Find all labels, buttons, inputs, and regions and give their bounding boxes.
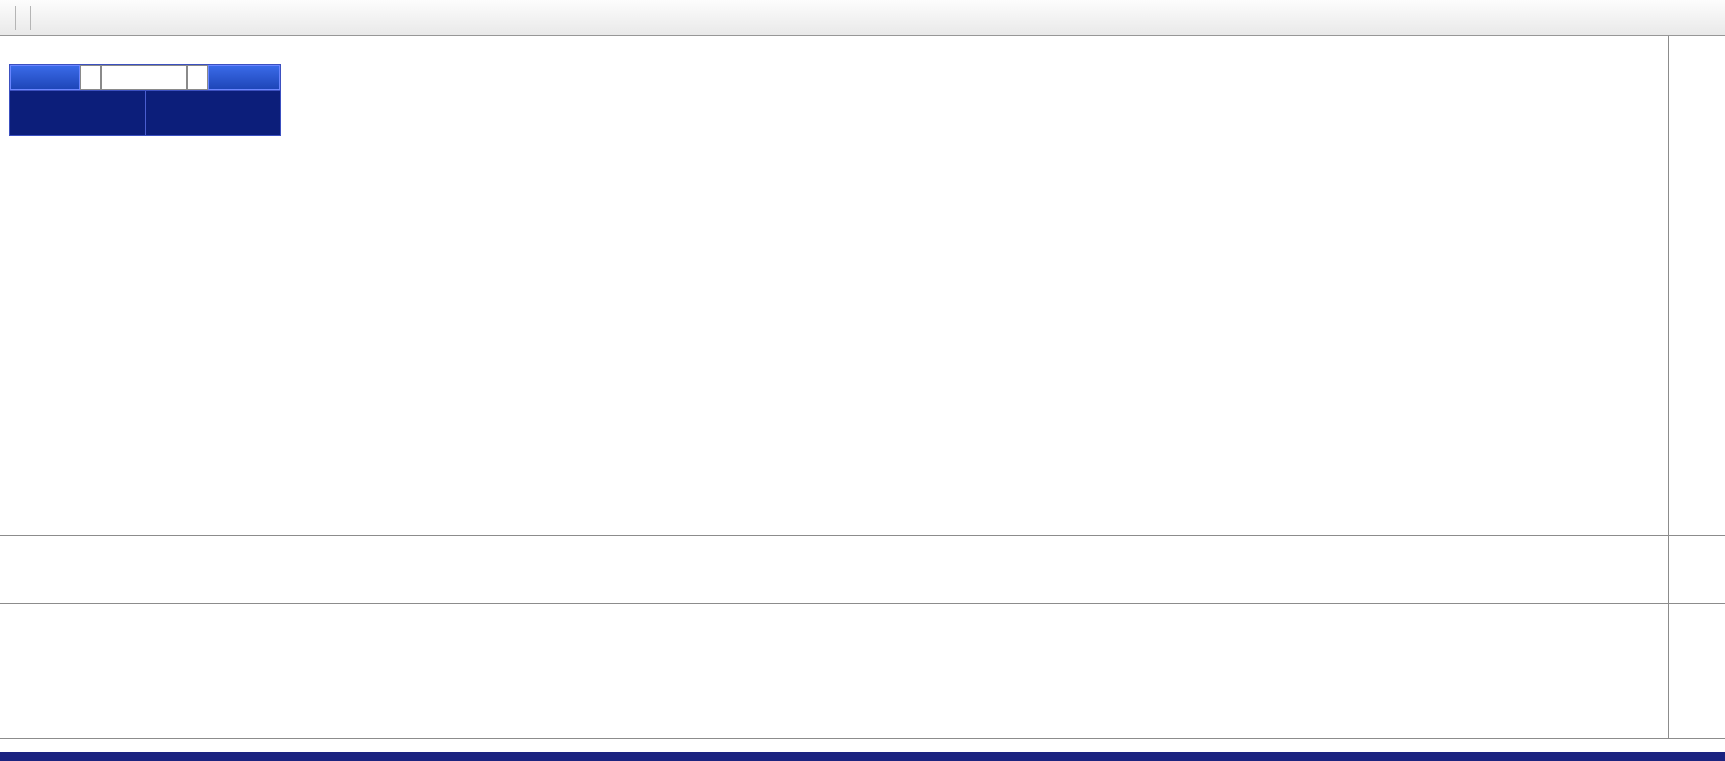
price-axis-border [1668, 36, 1669, 738]
one-click-trade-panel [9, 64, 281, 136]
toolbar [0, 0, 1725, 36]
macd-label [10, 539, 14, 553]
sell-button[interactable] [10, 65, 80, 90]
bottom-panel-edge [0, 752, 1725, 761]
rsi-label [10, 607, 14, 621]
pane-border[interactable] [0, 603, 1725, 604]
volume-input[interactable] [101, 65, 187, 90]
toolbar-separator [30, 5, 31, 30]
volume-up-button[interactable] [187, 65, 208, 90]
buy-price-button[interactable] [145, 91, 280, 135]
volume-down-button[interactable] [80, 65, 101, 90]
toolbar-separator [15, 5, 16, 30]
sell-price-button[interactable] [10, 91, 146, 135]
candlestick-chart[interactable] [0, 36, 1668, 752]
pane-border[interactable] [0, 535, 1725, 536]
pane-border [0, 738, 1725, 739]
buy-button[interactable] [208, 65, 280, 90]
